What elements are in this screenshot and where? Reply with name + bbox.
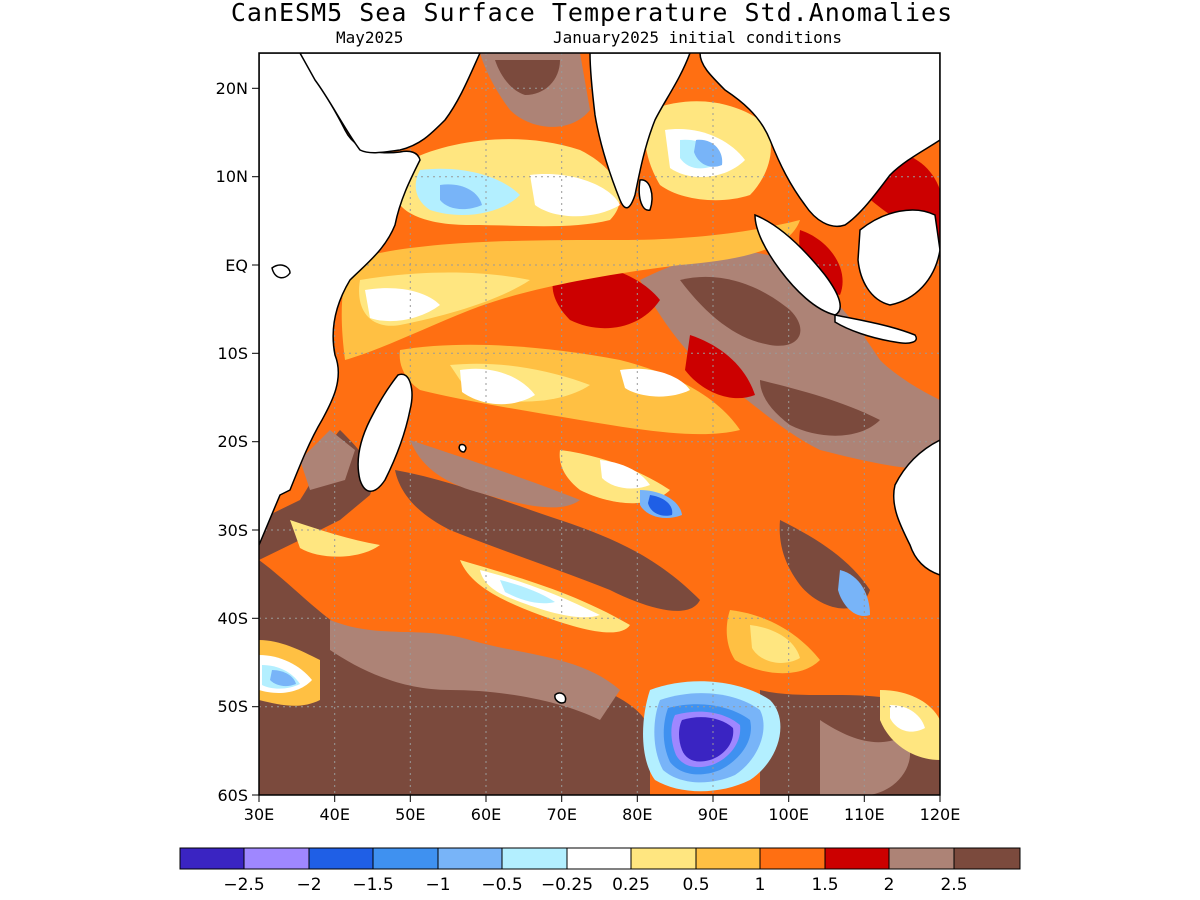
lat-label-10n: 10N bbox=[216, 167, 248, 186]
colorbar-label: 2.5 bbox=[940, 875, 967, 895]
socotra-landmass bbox=[271, 264, 291, 279]
lat-label-10s: 10S bbox=[217, 344, 248, 363]
latitude-labels: 20N 10N EQ 10S 20S 30S 40S 50S 60S bbox=[216, 79, 248, 805]
lat-label-30s: 30S bbox=[217, 521, 248, 540]
anomaly-region-equatorial-warm bbox=[341, 220, 800, 360]
lat-label-20s: 20S bbox=[217, 432, 248, 451]
lat-label-20n: 20N bbox=[216, 79, 248, 98]
lon-label-80e: 80E bbox=[622, 805, 652, 824]
forecast-month: May2025 bbox=[336, 28, 404, 47]
sri-lanka-landmass bbox=[638, 179, 653, 211]
arabia-landmass bbox=[299, 53, 481, 154]
colorbar-label: 2 bbox=[884, 875, 895, 895]
lat-label-60s: 60S bbox=[217, 786, 248, 805]
map-title: CanESM5 Sea Surface Temperature Std.Anom… bbox=[230, 0, 954, 27]
lon-label-40e: 40E bbox=[319, 805, 349, 824]
tick-marks bbox=[252, 87, 941, 802]
colorbar-swatch bbox=[243, 847, 310, 870]
anomaly-field bbox=[259, 53, 940, 795]
colorbar-swatch bbox=[372, 847, 439, 870]
colorbar-label: 0.5 bbox=[682, 875, 709, 895]
india-landmass bbox=[589, 53, 691, 209]
indochina-landmass bbox=[699, 53, 940, 227]
colorbar-label: 0.25 bbox=[612, 875, 650, 895]
lon-label-90e: 90E bbox=[698, 805, 728, 824]
map-frame bbox=[258, 52, 941, 796]
colorbar-swatch bbox=[179, 847, 245, 870]
australia-landmass bbox=[892, 439, 940, 576]
colorbar-swatch bbox=[953, 847, 1021, 870]
colorbar bbox=[179, 847, 1021, 870]
colorbar-labels: −2.5 −2 −1.5 −1 −0.5 −0.25 0.25 0.5 1 1.… bbox=[223, 875, 967, 895]
lat-label-50s: 50S bbox=[217, 697, 248, 716]
colorbar-swatch bbox=[759, 847, 826, 870]
colorbar-swatch bbox=[888, 847, 955, 870]
colorbar-swatch bbox=[437, 847, 503, 870]
colorbar-label: −2.5 bbox=[223, 875, 264, 895]
lon-label-100e: 100E bbox=[768, 805, 809, 824]
lon-label-120e: 120E bbox=[920, 805, 961, 824]
colorbar-swatch bbox=[501, 847, 568, 870]
colorbar-label: −0.25 bbox=[541, 875, 593, 895]
colorbar-swatch bbox=[695, 847, 761, 870]
colorbar-label: −2 bbox=[296, 875, 321, 895]
colorbar-swatch bbox=[566, 847, 632, 870]
colorbar-label: 1 bbox=[755, 875, 766, 895]
lat-label-eq: EQ bbox=[225, 256, 248, 275]
landmasses bbox=[259, 53, 940, 704]
mauritius-landmass bbox=[458, 443, 467, 453]
lon-label-70e: 70E bbox=[546, 805, 576, 824]
anomaly-band-central bbox=[395, 470, 700, 611]
colorbar-label: −1.5 bbox=[352, 875, 393, 895]
longitude-labels: 30E 40E 50E 60E 70E 80E 90E 100E 110E 12… bbox=[244, 805, 961, 824]
lon-label-30e: 30E bbox=[244, 805, 274, 824]
initial-conditions-label: January2025 initial conditions bbox=[553, 28, 842, 47]
map-grid bbox=[259, 53, 940, 795]
colorbar-swatch bbox=[630, 847, 697, 870]
colorbar-swatch bbox=[824, 847, 890, 870]
colorbar-swatch bbox=[308, 847, 374, 870]
africa-landmass bbox=[259, 53, 421, 546]
borneo-landmass bbox=[857, 209, 940, 306]
madagascar-landmass bbox=[357, 373, 413, 492]
colorbar-label: −1 bbox=[425, 875, 450, 895]
kerguelen-landmass bbox=[554, 692, 567, 704]
java-landmass bbox=[834, 314, 917, 344]
colorbar-label: 1.5 bbox=[811, 875, 838, 895]
lon-label-110e: 110E bbox=[844, 805, 885, 824]
lon-label-50e: 50E bbox=[395, 805, 425, 824]
colorbar-label: −0.5 bbox=[481, 875, 522, 895]
lon-label-60e: 60E bbox=[471, 805, 501, 824]
lat-label-40s: 40S bbox=[217, 609, 248, 628]
